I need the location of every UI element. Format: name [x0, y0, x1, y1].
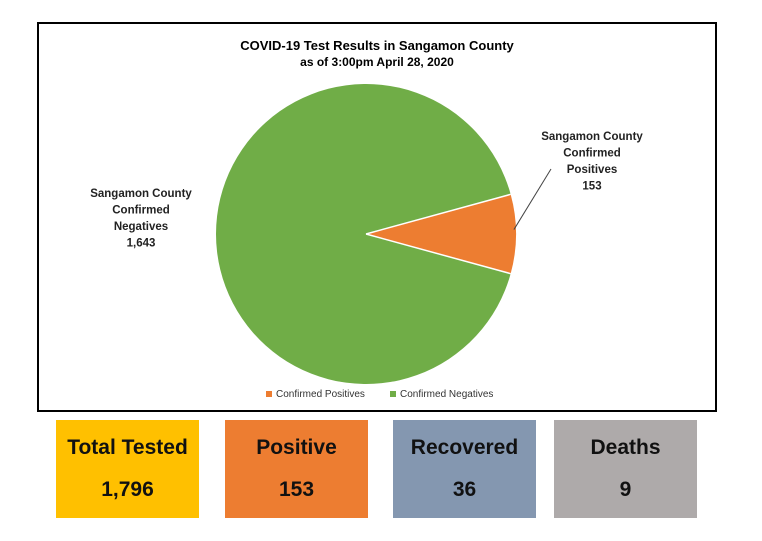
leader-line — [513, 168, 552, 230]
recovered-value: 36 — [452, 478, 477, 501]
positive-label: Positive — [256, 436, 337, 459]
positives-data-label-line: Sangamon County — [541, 131, 643, 143]
negatives-data-label: Sangamon County Confirmed Negatives 1,643 — [90, 188, 192, 250]
legend-swatch-negatives — [390, 391, 396, 397]
negatives-data-label-line: Confirmed — [112, 205, 170, 217]
pie-slice-positives — [366, 194, 516, 274]
positive-tile: Positive 153 — [225, 420, 368, 518]
deaths-value: 9 — [619, 478, 632, 501]
recovered-label: Recovered — [410, 436, 519, 459]
legend-swatch-positives — [266, 391, 272, 397]
pie-slice-negatives — [216, 84, 511, 385]
pie-separator — [365, 193, 511, 235]
positive-value: 153 — [278, 478, 315, 501]
pie-separator — [365, 233, 511, 275]
negatives-data-label-line: 1,643 — [127, 238, 156, 250]
deaths-tile: Deaths 9 — [554, 420, 697, 518]
total-tested-tile: Total Tested 1,796 — [56, 420, 199, 518]
positives-data-label-line: 153 — [582, 181, 601, 193]
positives-data-label-line: Confirmed — [563, 148, 621, 160]
positives-data-label: Sangamon County Confirmed Positives 153 — [541, 131, 643, 193]
deaths-label: Deaths — [590, 436, 661, 459]
total-tested-value: 1,796 — [101, 478, 154, 501]
negatives-data-label-line: Negatives — [114, 221, 168, 233]
pie-chart: Sangamon County Confirmed Positives 153Sang… — [90, 84, 643, 400]
chart-subtitle: as of 3:00pm April 28, 2020 — [300, 55, 454, 69]
recovered-tile: Recovered 36 — [393, 420, 536, 518]
chart-frame: COVID-19 Test Results in Sangamon County… — [37, 22, 717, 412]
total-tested-label: Total Tested — [67, 436, 188, 459]
legend-label-positives: Confirmed Positives — [276, 389, 365, 400]
chart-title: COVID-19 Test Results in Sangamon County — [240, 38, 514, 53]
negatives-data-label-line: Sangamon County — [90, 188, 192, 200]
positives-data-label-line: Positives — [567, 164, 618, 176]
legend-label-negatives: Confirmed Negatives — [400, 389, 493, 400]
